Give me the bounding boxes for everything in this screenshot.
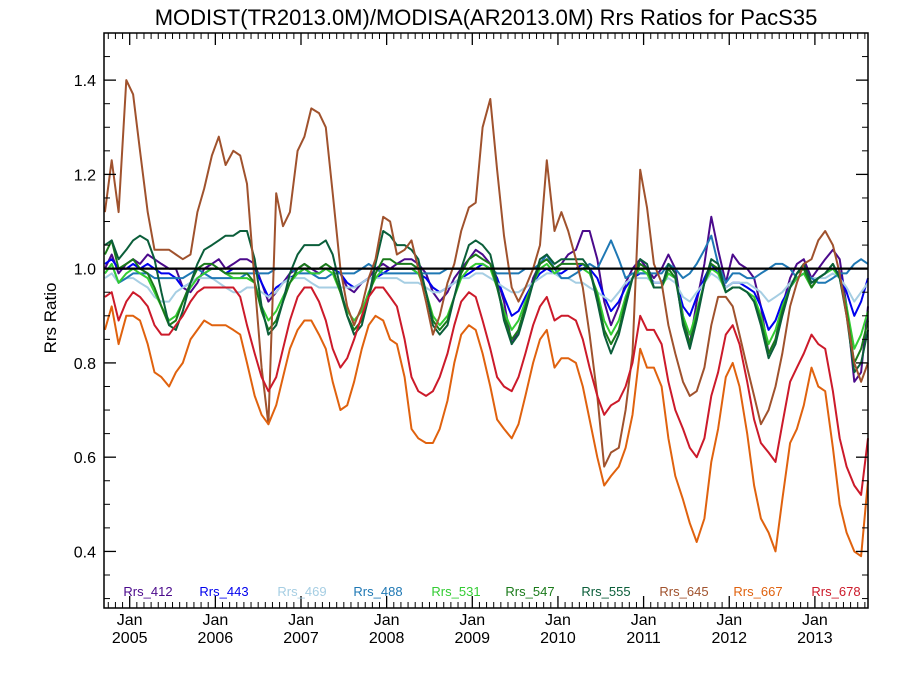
series-line-rrs-469: [104, 272, 869, 303]
series-layer: [103, 79, 869, 558]
y-tick-label: 0.6: [74, 450, 96, 467]
series-line-rrs-412: [103, 215, 869, 383]
legend-item-rrs-531: Rrs_531: [431, 584, 480, 599]
legend-item-rrs-547: Rrs_547: [505, 584, 554, 599]
x-tick-year: 2006: [198, 630, 234, 647]
x-tick-year: 2012: [711, 630, 747, 647]
x-tick-year: 2005: [112, 630, 148, 647]
y-tick-label: 1.4: [74, 73, 96, 90]
y-tick-label: 1.0: [74, 262, 96, 279]
series-line-rrs-667: [103, 305, 869, 558]
x-tick-month: Jan: [459, 612, 485, 629]
x-tick-month: Jan: [288, 612, 314, 629]
x-tick-year: 2007: [283, 630, 319, 647]
x-tick-year: 2013: [797, 630, 833, 647]
legend-item-rrs-555: Rrs_555: [581, 584, 630, 599]
legend-item-rrs-469: Rrs_469: [277, 584, 326, 599]
x-tick-year: 2008: [369, 630, 405, 647]
series-line-rrs-645: [103, 79, 869, 468]
y-tick-label: 1.2: [74, 167, 96, 184]
axis-layer: 0.40.60.81.01.21.4Jan2005Jan2006Jan2007J…: [74, 32, 868, 647]
chart-title: MODIST(TR2013.0M)/MODISA(AR2013.0M) Rrs …: [155, 5, 818, 30]
legend-item-rrs-412: Rrs_412: [123, 584, 172, 599]
x-tick-year: 2011: [626, 630, 661, 647]
x-tick-month: Jan: [716, 612, 742, 629]
legend: Rrs_412 Rrs_443 Rrs_469 Rrs_488 Rrs_531 Rrs_5…: [123, 584, 860, 599]
y-axis-label: Rrs Ratio: [41, 283, 60, 354]
y-tick-label: 0.4: [74, 544, 96, 561]
legend-item-rrs-667: Rrs_667: [733, 584, 782, 599]
legend-item-rrs-443: Rrs_443: [199, 584, 248, 599]
legend-item-rrs-645: Rrs_645: [659, 584, 708, 599]
x-tick-year: 2009: [454, 630, 490, 647]
x-tick-month: Jan: [374, 612, 400, 629]
series-line-rrs-555: [104, 230, 869, 374]
x-tick-month: Jan: [202, 612, 228, 629]
y-tick-label: 0.8: [74, 356, 96, 373]
x-tick-year: 2010: [540, 630, 576, 647]
legend-item-rrs-488: Rrs_488: [353, 584, 402, 599]
x-tick-month: Jan: [117, 612, 143, 629]
x-tick-month: Jan: [545, 612, 571, 629]
x-tick-month: Jan: [631, 612, 657, 629]
x-tick-month: Jan: [802, 612, 828, 629]
plot-frame: [103, 32, 869, 609]
series-line-rrs-678: [104, 286, 869, 496]
legend-item-rrs-678: Rrs_678: [811, 584, 860, 599]
